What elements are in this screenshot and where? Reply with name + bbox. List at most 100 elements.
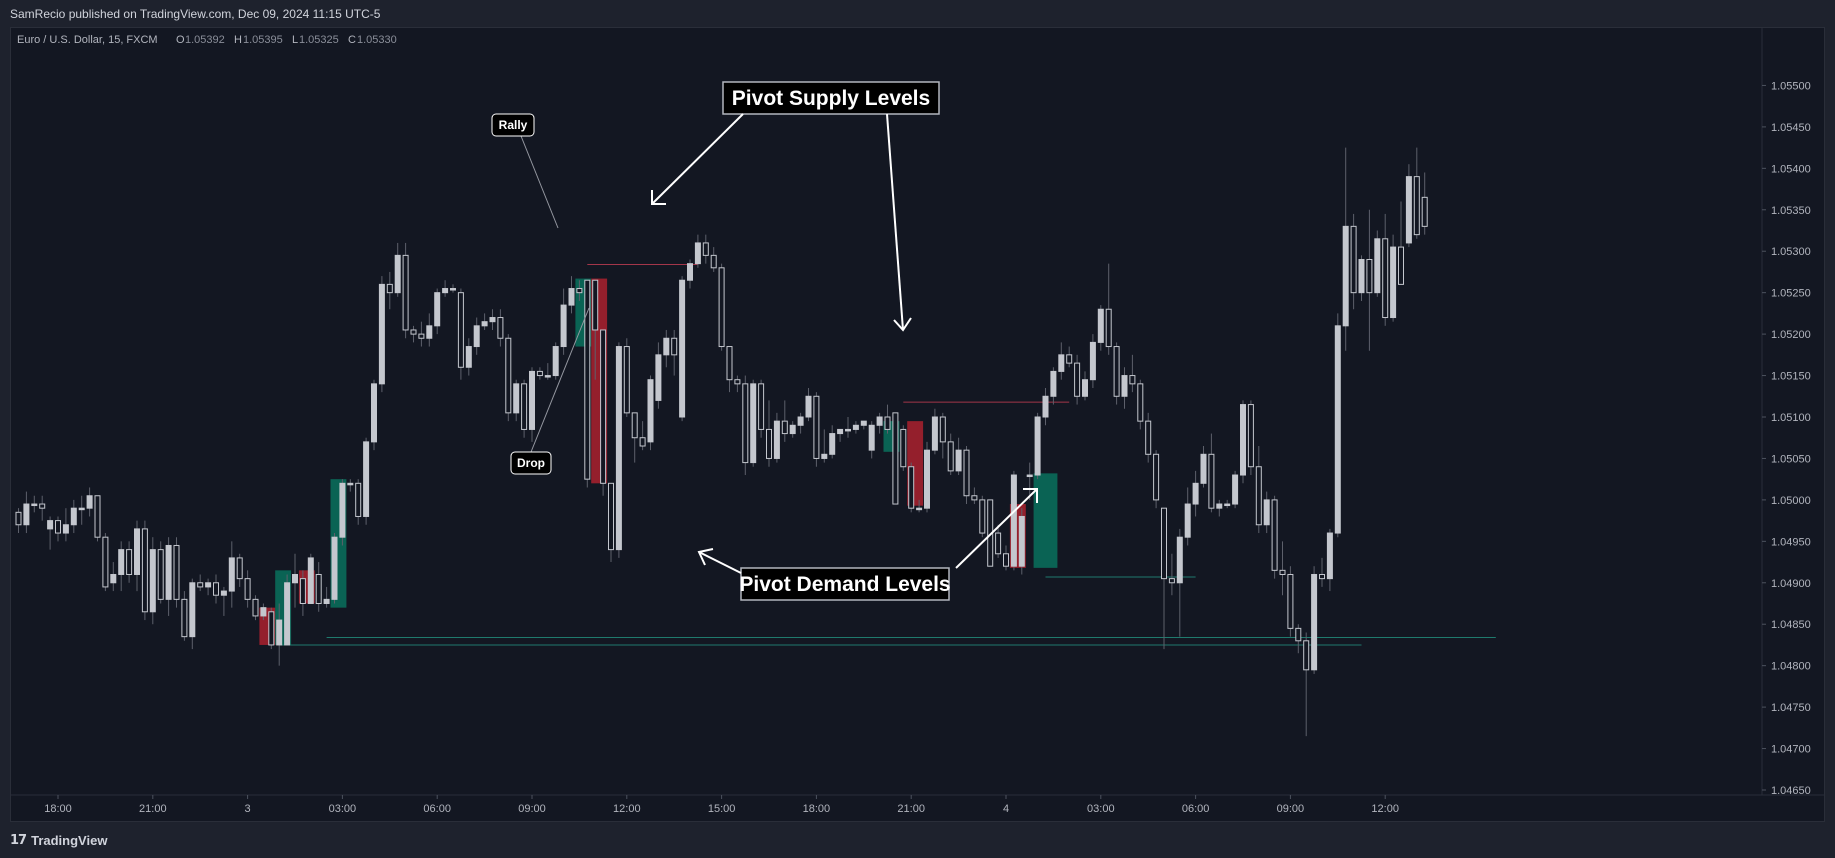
candle-body-down — [1287, 573, 1294, 629]
candle-body-down — [418, 333, 425, 339]
candle — [189, 578, 196, 650]
candle-body-up — [860, 420, 867, 426]
candle — [1271, 495, 1278, 579]
candle — [1145, 412, 1152, 463]
candle — [315, 562, 322, 612]
candle-body-up — [331, 536, 338, 600]
candlestick-chart[interactable]: Euro / U.S. Dollar, 15, FXCM O 1.05392 H… — [11, 28, 1824, 821]
candle — [465, 338, 472, 376]
candle — [284, 574, 291, 646]
candle-body-down — [1319, 573, 1325, 580]
candle — [434, 288, 441, 335]
candle — [181, 591, 188, 641]
candle-body-down — [1066, 354, 1073, 364]
candle — [1129, 354, 1136, 393]
candle — [149, 537, 156, 625]
drop-label-box[interactable] — [510, 451, 552, 475]
time-tick-label: 12:00 — [613, 803, 641, 815]
candle-body-up — [821, 453, 828, 459]
chart-frame[interactable]: Euro / U.S. Dollar, 15, FXCM O 1.05392 H… — [10, 27, 1825, 822]
candle — [299, 570, 306, 616]
candle-body-down — [584, 279, 591, 480]
candle-body-up — [205, 582, 212, 588]
candle-body-up — [1034, 416, 1041, 476]
candle — [31, 495, 38, 513]
candle — [1350, 213, 1357, 310]
pivot-demand-label-box[interactable] — [740, 567, 950, 601]
time-axis[interactable]: 18:00 21:00 3 03:00 06:00 09:00 12:00 15:00 18:0… — [11, 794, 1824, 815]
publish-bar: SamRecio published on TradingView.com, D… — [0, 0, 1835, 27]
ohlc-close-value: 1.05330 — [357, 34, 397, 46]
candle — [750, 379, 757, 467]
candle-body-up — [86, 495, 93, 509]
price-tick-label: 1.05350 — [1771, 205, 1811, 217]
tradingview-logo-icon: 17 — [10, 833, 27, 848]
candle-body-up — [1097, 308, 1104, 343]
candle-body-down — [39, 503, 46, 509]
candle — [1326, 528, 1333, 592]
price-tick-label: 1.05300 — [1771, 246, 1811, 258]
candle-body-up — [687, 263, 693, 281]
candle — [852, 421, 859, 434]
candle — [39, 495, 46, 521]
candle-body-up — [110, 573, 117, 584]
price-tick-label: 1.05250 — [1771, 288, 1811, 300]
candle-body-down — [1247, 404, 1254, 468]
candle-body-down — [197, 582, 204, 588]
candle — [292, 553, 298, 608]
candle — [213, 574, 219, 604]
pivot-supply-label-box[interactable] — [722, 81, 940, 115]
candle — [505, 334, 512, 422]
candle-body-up — [394, 254, 401, 294]
candle — [623, 338, 630, 417]
candle-body-down — [892, 412, 899, 505]
rally-label-box[interactable] — [491, 113, 535, 137]
demand-zone — [1033, 473, 1058, 568]
candle-body-up — [513, 383, 520, 414]
candle-body-up — [1018, 515, 1025, 567]
price-axis[interactable]: 1.05500 1.05450 1.05400 1.05350 1.05300 1.052… — [1761, 28, 1824, 821]
time-tick-label: 18:00 — [44, 803, 72, 815]
candle-body-up — [1192, 482, 1199, 505]
candle-body-down — [710, 254, 717, 269]
candle-body-up — [1405, 176, 1412, 244]
candle-body-up — [165, 544, 172, 600]
footer-bar: 17 TradingView — [0, 823, 1835, 858]
candle-body-up — [442, 288, 449, 294]
candle — [694, 234, 701, 268]
candle-body-up — [47, 520, 54, 530]
candle — [1058, 342, 1065, 380]
candle-body-down — [908, 466, 915, 509]
time-tick-label: 06:00 — [423, 803, 451, 815]
ohlc-close-label: C — [348, 34, 356, 46]
price-tick-label: 1.05450 — [1771, 122, 1811, 134]
candle — [236, 553, 243, 587]
candle-body-up — [465, 346, 472, 368]
ohlc-low-value: 1.05325 — [299, 34, 339, 46]
candle-body-up — [647, 379, 654, 443]
candle-body-up — [1240, 404, 1246, 476]
candle — [1311, 566, 1318, 674]
candle-body-down — [126, 549, 133, 575]
price-axis-bg — [1762, 28, 1824, 821]
price-tick-label: 1.04750 — [1771, 702, 1811, 714]
candle — [663, 329, 670, 368]
candle-body-up — [1176, 536, 1183, 584]
candle-body-up — [1263, 499, 1270, 526]
candle — [1153, 450, 1160, 509]
candle — [450, 284, 456, 293]
candle — [1168, 553, 1175, 596]
candle — [110, 562, 117, 592]
candle-body-down — [1003, 553, 1009, 567]
candle-body-up — [924, 449, 930, 509]
candle-body-up — [1334, 325, 1341, 534]
candle — [1374, 230, 1381, 297]
symbol-name: Euro / U.S. Dollar, 15, FXCM — [17, 34, 158, 46]
time-tick-label: 21:00 — [139, 803, 167, 815]
candle — [102, 533, 109, 592]
tradingview-logo[interactable]: 17 TradingView — [10, 833, 107, 848]
candles-layer — [15, 147, 1428, 737]
time-tick-label: 21:00 — [897, 803, 925, 815]
candle-body-down — [1208, 453, 1215, 509]
candle — [260, 603, 267, 621]
